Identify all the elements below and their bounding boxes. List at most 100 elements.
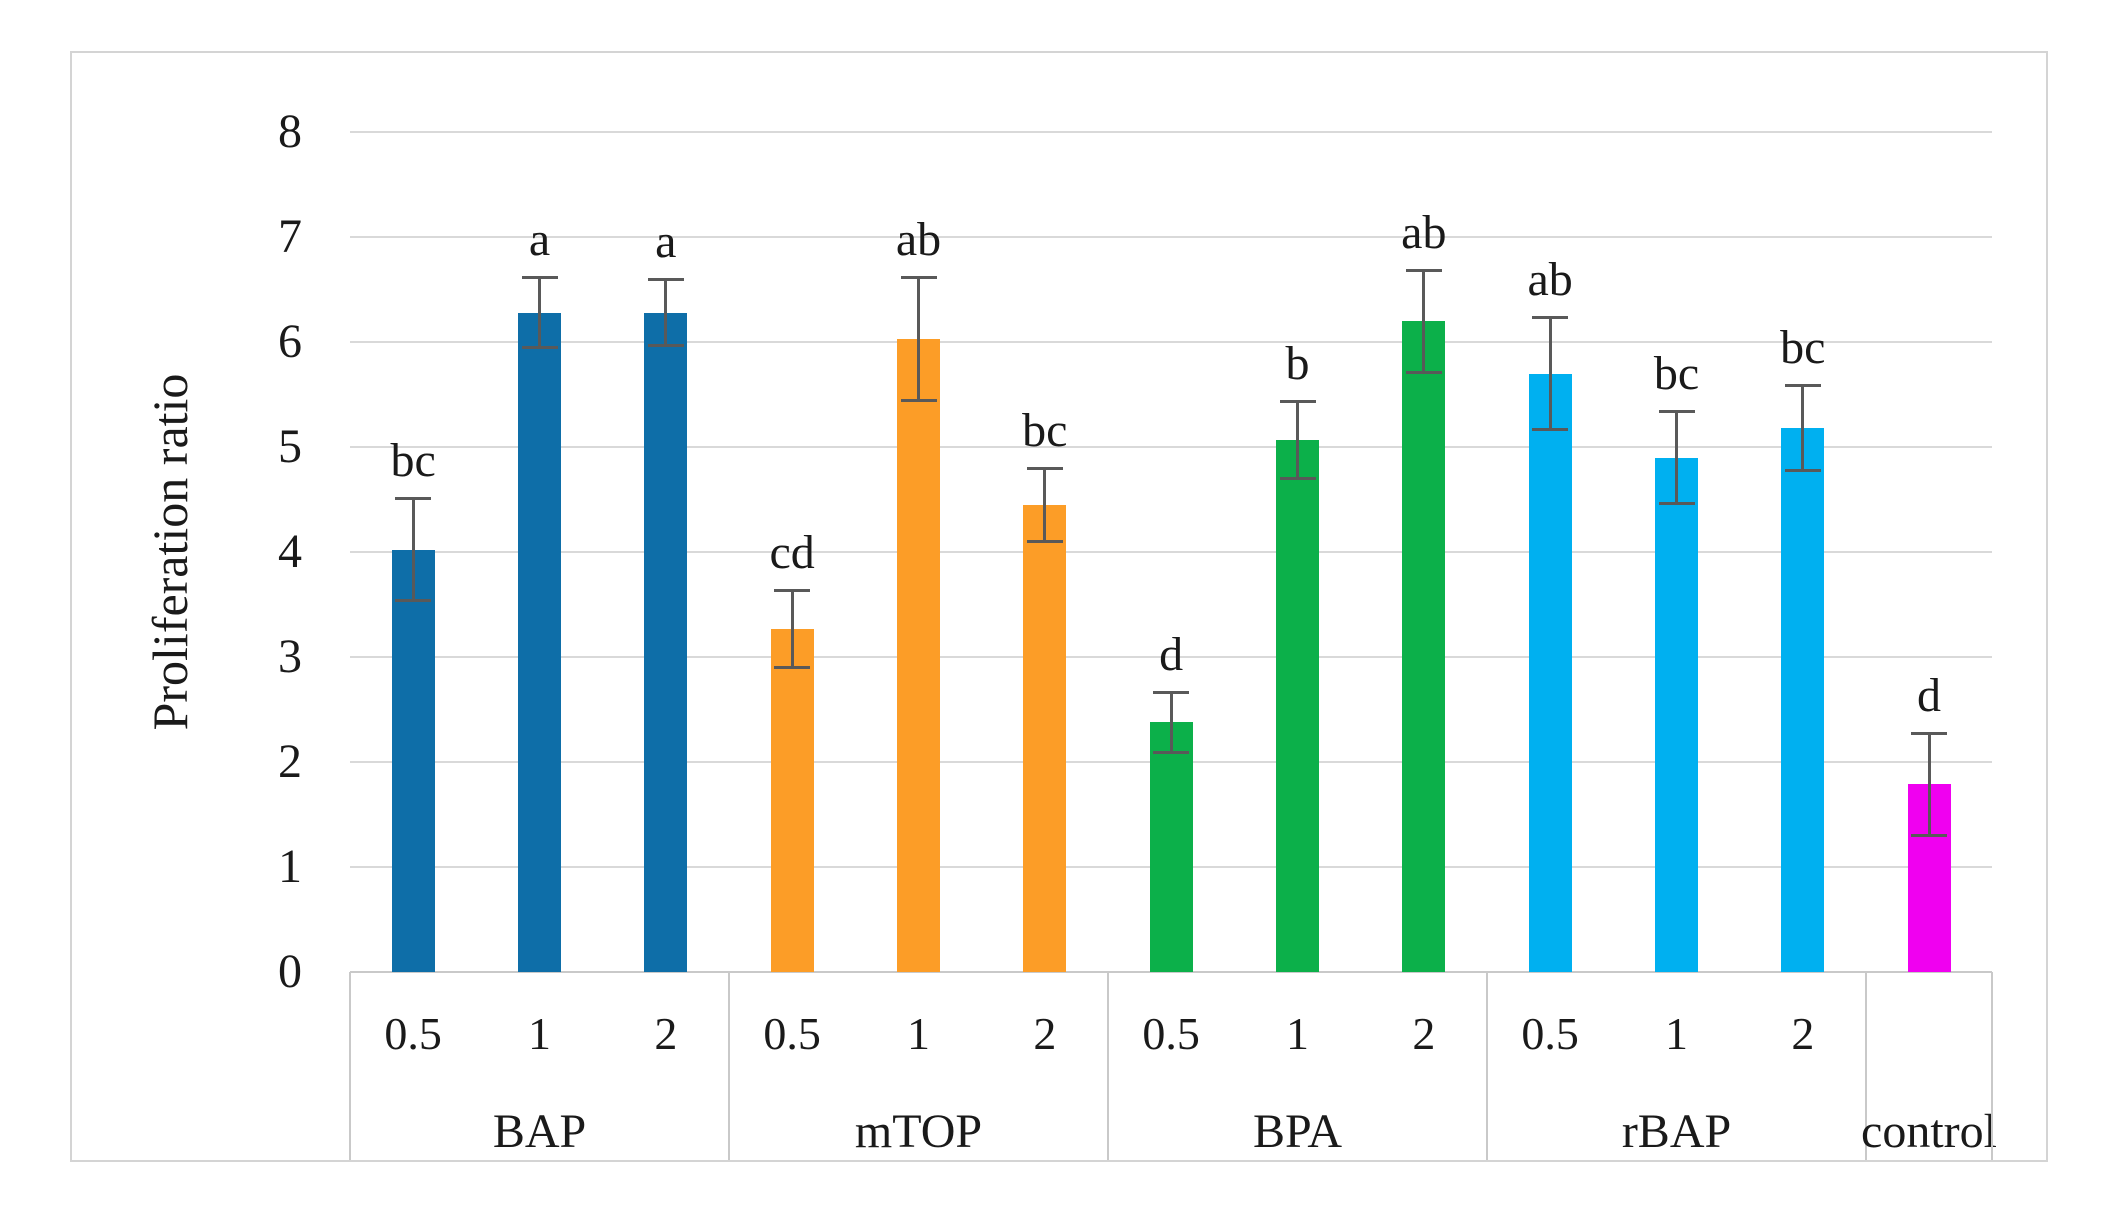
error-bar-line: [917, 275, 920, 402]
significance-letter: bc: [1653, 347, 1700, 401]
error-bar-cap-top: [1532, 315, 1569, 319]
group-label: control: [1861, 1105, 1997, 1158]
bar: [1781, 428, 1825, 972]
bar: [518, 312, 561, 972]
error-bar-cap-bottom: [774, 665, 811, 669]
y-axis-tick-label: 1: [278, 840, 302, 893]
group-label: BAP: [492, 1105, 587, 1158]
bar: [770, 628, 814, 972]
y-axis-tick-label: 7: [278, 210, 302, 263]
significance-letter: ab: [895, 212, 942, 266]
bar: [1528, 373, 1572, 972]
dose-tick-label: 2: [1791, 1008, 1815, 1059]
y-axis-tick-label: 8: [278, 105, 302, 158]
error-bar-cap-bottom: [1279, 476, 1316, 480]
bar: [644, 312, 688, 972]
dose-tick-label: 0.5: [1142, 1008, 1200, 1059]
error-bar-cap-bottom: [1784, 469, 1821, 473]
gridline: [350, 551, 1992, 553]
dose-tick-label: 2: [654, 1008, 678, 1059]
gridline: [350, 341, 1992, 343]
dose-tick-label: 0.5: [763, 1008, 821, 1059]
error-bar-cap-bottom: [521, 346, 558, 350]
significance-letter: b: [1285, 336, 1310, 390]
bar: [1023, 504, 1067, 972]
error-bar-line: [1169, 690, 1173, 754]
significance-letter: cd: [769, 525, 815, 579]
significance-letter: bc: [1780, 321, 1826, 374]
error-bar-line: [411, 497, 415, 603]
group-divider: [1991, 972, 1993, 1160]
error-bar-cap-bottom: [1153, 750, 1190, 754]
group-divider: [1107, 972, 1109, 1160]
significance-letter: d: [1917, 668, 1941, 722]
dose-tick-label: 1: [907, 1008, 930, 1059]
error-bar-cap-top: [1279, 399, 1316, 403]
error-bar-cap-bottom: [900, 398, 937, 402]
error-bar-line: [1043, 466, 1047, 543]
bar: [1149, 722, 1193, 972]
group-divider: [1486, 972, 1488, 1160]
error-bar-cap-bottom: [1532, 428, 1569, 432]
dose-tick-label: 2: [1033, 1008, 1057, 1059]
error-bar-line: [664, 277, 668, 348]
y-axis-tick-label: 5: [278, 420, 302, 473]
bar: [391, 549, 435, 972]
significance-letter: a: [655, 214, 677, 268]
error-bar-cap-top: [1784, 384, 1821, 387]
dose-tick-label: 0.5: [384, 1008, 442, 1059]
error-bar-cap-top: [774, 588, 811, 592]
dose-tick-label: 1: [1665, 1008, 1688, 1059]
bar: [1402, 321, 1446, 972]
y-axis-tick-label: 6: [278, 315, 302, 368]
error-bar-cap-bottom: [395, 599, 432, 603]
error-bar-cap-top: [900, 275, 937, 279]
error-bar-cap-bottom: [1658, 501, 1695, 505]
dose-tick-label: 2: [1412, 1008, 1436, 1059]
error-bar-cap-bottom: [647, 344, 684, 348]
group-divider: [1865, 972, 1867, 1160]
group-label: mTOP: [854, 1105, 983, 1158]
significance-letter: d: [1159, 627, 1184, 681]
error-bar-cap-top: [1658, 410, 1695, 414]
significance-letter: a: [528, 212, 551, 266]
error-bar-cap-top: [647, 277, 684, 281]
y-axis-tick-label: 4: [278, 525, 302, 578]
group-label: rBAP: [1621, 1105, 1732, 1158]
error-bar-cap-bottom: [1026, 539, 1063, 543]
group-divider: [728, 972, 730, 1160]
significance-letter: ab: [1527, 252, 1573, 306]
x-axis-baseline: [350, 971, 1992, 973]
error-bar-cap-top: [1911, 731, 1947, 735]
gridline: [350, 131, 1992, 133]
error-bar-cap-bottom: [1405, 370, 1442, 374]
y-axis-tick-label: 2: [278, 735, 302, 788]
bar: [897, 338, 940, 972]
error-bar-line: [1927, 731, 1931, 837]
y-axis-tick-label: 3: [278, 630, 302, 683]
dose-tick-label: 1: [528, 1008, 551, 1059]
error-bar-line: [538, 275, 541, 350]
gridline: [350, 656, 1992, 658]
significance-letter: bc: [390, 434, 436, 488]
dose-tick-label: 1: [1286, 1008, 1309, 1059]
error-bar-line: [1296, 399, 1299, 480]
error-bar-line: [790, 588, 794, 669]
error-bar-cap-top: [1405, 268, 1442, 272]
error-bar-line: [1675, 410, 1678, 505]
gridline: [350, 446, 1992, 448]
significance-letter: bc: [1022, 403, 1068, 457]
y-axis-tick-label: 0: [278, 945, 302, 998]
error-bar-cap-top: [395, 497, 432, 501]
error-bar-line: [1548, 315, 1552, 432]
bar: [1655, 457, 1698, 972]
error-bar-cap-bottom: [1911, 833, 1947, 837]
label-table-bottom-border: [70, 1160, 2044, 1162]
gridline: [350, 236, 1992, 238]
error-bar-cap-top: [1153, 690, 1190, 694]
error-bar-line: [1801, 384, 1805, 473]
dose-tick-label: 0.5: [1521, 1008, 1579, 1059]
group-divider: [349, 972, 351, 1160]
error-bar-cap-top: [1026, 466, 1063, 470]
